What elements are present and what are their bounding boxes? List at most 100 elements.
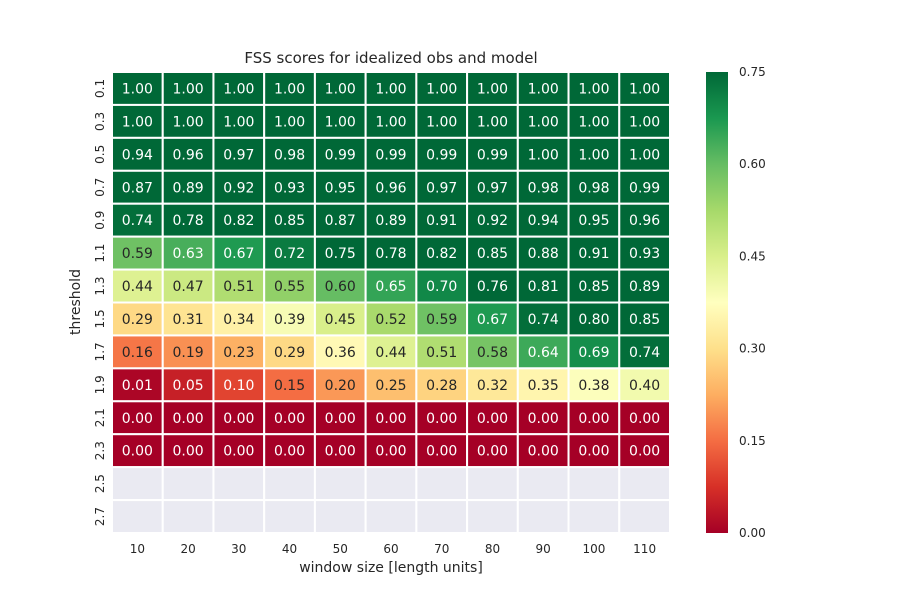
- cell-value-label: 1.00: [122, 81, 153, 97]
- heatmap-cell: [263, 235, 316, 271]
- cell-value-label: 0.59: [426, 312, 457, 328]
- heatmap-cell: [618, 202, 671, 238]
- cell-value-label: 0.99: [426, 147, 457, 163]
- cell-value-label: 0.99: [477, 147, 508, 163]
- heatmap-cell: [618, 334, 671, 370]
- colorbar: [706, 72, 728, 533]
- colorbar-tick-label: 0.60: [739, 157, 766, 171]
- cell-value-label: 1.00: [629, 147, 660, 163]
- colorbar-ticks: 0.00 0.15 0.30 0.45 0.60 0.75: [739, 65, 766, 540]
- heatmap-cell: [567, 334, 621, 370]
- cell-value-label: 0.00: [325, 444, 356, 460]
- heatmap-cell: [466, 433, 519, 469]
- cell-value-label: 1.00: [173, 81, 204, 97]
- cell-value-label: 0.99: [375, 147, 406, 163]
- heatmap-cell: [364, 103, 418, 139]
- heatmap-cell: [415, 136, 469, 172]
- cell-value-label: 1.00: [528, 147, 559, 163]
- chart-title: FSS scores for idealized obs and model: [244, 49, 537, 67]
- heatmap-cell: [263, 466, 316, 502]
- heatmap-cell: [263, 499, 316, 535]
- cell-value-label: 0.19: [173, 345, 204, 361]
- cell-value-label: 0.45: [325, 312, 356, 328]
- heatmap-cell: [161, 499, 215, 535]
- heatmap-cell: [161, 268, 215, 304]
- cell-value-label: 0.88: [528, 246, 559, 262]
- heatmap-cell: [364, 202, 418, 238]
- y-tick-label: 1.3: [93, 276, 107, 295]
- cell-value-label: 0.16: [122, 345, 153, 361]
- y-tick-label: 2.1: [93, 408, 107, 427]
- cell-value-label: 0.05: [173, 378, 204, 394]
- heatmap-cell: [212, 466, 266, 502]
- heatmap-cell: [212, 499, 266, 535]
- cell-value-label: 0.00: [173, 411, 204, 427]
- heatmap-cell: [313, 136, 367, 172]
- heatmap-cell: [567, 400, 621, 436]
- heatmap-cell: [516, 136, 570, 172]
- cell-value-label: 1.00: [325, 114, 356, 130]
- heatmap-cell: [516, 466, 570, 502]
- heatmap-cell: [415, 433, 469, 469]
- cell-value-label: 0.00: [375, 444, 406, 460]
- x-tick-label: 100: [582, 542, 605, 556]
- cell-value-label: 0.96: [173, 147, 204, 163]
- cell-value-label: 0.64: [528, 345, 559, 361]
- cell-value-label: 0.32: [477, 378, 508, 394]
- cell-value-label: 0.92: [223, 180, 254, 196]
- cell-value-label: 1.00: [375, 114, 406, 130]
- cell-value-label: 0.20: [325, 378, 356, 394]
- heatmap-cell: [567, 202, 621, 238]
- y-tick-label: 0.5: [93, 145, 107, 164]
- cell-value-label: 0.99: [629, 180, 660, 196]
- cell-value-label: 0.91: [578, 246, 609, 262]
- cell-value-label: 0.74: [629, 345, 660, 361]
- cell-value-label: 0.00: [122, 411, 153, 427]
- heatmap-cell: [516, 235, 570, 271]
- heatmap-cell: [415, 499, 469, 535]
- heatmap-cell: [364, 433, 418, 469]
- heatmap-cell: [364, 400, 418, 436]
- cell-value-label: 0.10: [223, 378, 254, 394]
- y-tick-label: 0.3: [93, 112, 107, 131]
- heatmap-cell: [364, 235, 418, 271]
- x-axis-ticks: 10 20 30 40 50 60 70 80 90 100 110: [130, 542, 656, 556]
- heatmap-cell: [212, 334, 266, 370]
- y-tick-label: 0.1: [93, 79, 107, 98]
- heatmap-cell: [567, 71, 621, 106]
- cell-value-label: 0.25: [375, 378, 406, 394]
- heatmap-cell: [516, 103, 570, 139]
- cell-value-label: 0.51: [223, 279, 254, 295]
- cell-value-label: 0.00: [325, 411, 356, 427]
- cell-value-label: 0.00: [274, 411, 305, 427]
- cell-value-label: 0.95: [325, 180, 356, 196]
- cell-value-label: 0.75: [325, 246, 356, 262]
- heatmap-cell: [263, 202, 316, 238]
- cell-value-label: 0.93: [629, 246, 660, 262]
- cell-value-label: 1.00: [173, 114, 204, 130]
- cell-value-label: 0.89: [375, 213, 406, 229]
- heatmap-cell: [364, 466, 418, 502]
- cell-value-label: 0.00: [426, 444, 457, 460]
- cell-value-label: 0.74: [528, 312, 559, 328]
- heatmap-cell: [111, 301, 164, 337]
- heatmap-cell: [567, 433, 621, 469]
- cell-value-label: 0.47: [173, 279, 204, 295]
- cell-value-label: 0.60: [325, 279, 356, 295]
- heatmap-cell: [618, 235, 671, 271]
- colorbar-tick-label: 0.00: [739, 526, 766, 540]
- y-tick-label: 2.5: [93, 474, 107, 493]
- cell-value-label: 0.67: [223, 246, 254, 262]
- cell-value-label: 0.00: [477, 411, 508, 427]
- cell-value-label: 0.85: [578, 279, 609, 295]
- heatmap-cell: [263, 367, 316, 403]
- cell-value-label: 0.51: [426, 345, 457, 361]
- cell-value-label: 0.67: [477, 312, 508, 328]
- cell-value-label: 0.65: [375, 279, 406, 295]
- y-tick-label: 2.3: [93, 441, 107, 460]
- cell-value-label: 0.69: [578, 345, 609, 361]
- y-tick-label: 1.9: [93, 375, 107, 394]
- heatmap-cell: [466, 103, 519, 139]
- cell-value-label: 0.00: [274, 444, 305, 460]
- cell-value-label: 1.00: [325, 81, 356, 97]
